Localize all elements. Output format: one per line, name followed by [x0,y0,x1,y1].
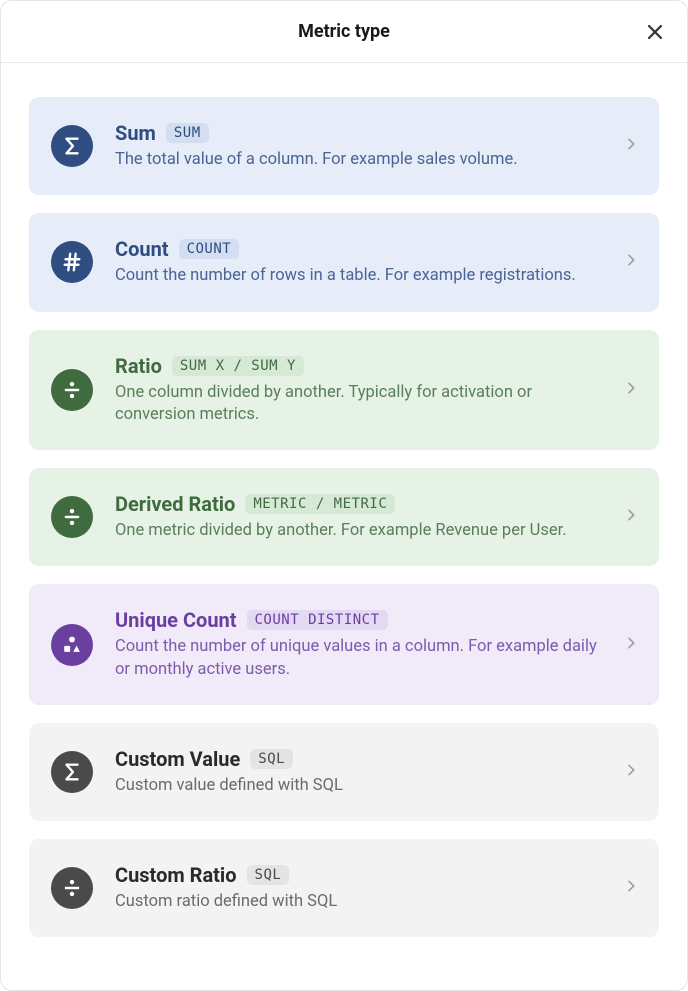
option-title: Sum [115,121,156,145]
option-title: Custom Ratio [115,863,237,887]
chevron-right-icon [623,380,639,400]
shapes-icon [51,624,93,666]
option-badge: COUNT [179,239,240,259]
modal-header: Metric type [1,1,687,63]
option-description: Custom value defined with SQL [115,775,611,797]
divide-icon [51,496,93,538]
options-list: Sum SUM The total value of a column. For e… [1,63,687,965]
chevron-right-icon [623,252,639,272]
option-content: Sum SUM The total value of a column. For e… [115,121,611,171]
metric-option-count[interactable]: Count COUNT Count the number of rows in a … [29,213,659,311]
chevron-right-icon [623,635,639,655]
option-description: One column divided by another. Typically… [115,382,611,427]
close-icon [645,22,665,42]
metric-option-derived-ratio[interactable]: Derived Ratio METRIC / METRIC One metric d… [29,468,659,566]
option-content: Custom Ratio SQL Custom ratio defined with… [115,863,611,913]
option-description: Count the number of rows in a table. For… [115,265,611,287]
option-title: Ratio [115,354,162,378]
modal-title: Metric type [298,21,390,42]
option-description: The total value of a column. For example… [115,149,611,171]
sigma-icon [51,125,93,167]
hash-icon [51,241,93,283]
metric-option-ratio[interactable]: Ratio SUM X / SUM Y One column divided by … [29,330,659,451]
metric-option-unique-count[interactable]: Unique Count COUNT DISTINCT Count the numb… [29,584,659,705]
metric-option-custom-value[interactable]: Custom Value SQL Custom value defined with… [29,723,659,821]
option-description: One metric divided by another. For examp… [115,520,611,542]
option-badge: SQL [247,865,290,885]
divide-icon [51,369,93,411]
metric-option-custom-ratio[interactable]: Custom Ratio SQL Custom ratio defined with… [29,839,659,937]
option-content: Derived Ratio METRIC / METRIC One metric d… [115,492,611,542]
metric-type-modal: Metric type Sum SUM The total value of a c… [0,0,688,991]
option-badge: SQL [250,749,293,769]
metric-option-sum[interactable]: Sum SUM The total value of a column. For e… [29,97,659,195]
option-badge: COUNT DISTINCT [247,610,388,630]
option-badge: METRIC / METRIC [245,494,395,514]
option-description: Count the number of unique values in a c… [115,636,611,681]
close-button[interactable] [641,18,669,46]
chevron-right-icon [623,878,639,898]
option-description: Custom ratio defined with SQL [115,891,611,913]
option-title: Unique Count [115,608,237,632]
option-badge: SUM X / SUM Y [172,356,304,376]
option-content: Ratio SUM X / SUM Y One column divided by … [115,354,611,427]
chevron-right-icon [623,762,639,782]
option-content: Unique Count COUNT DISTINCT Count the numb… [115,608,611,681]
option-badge: SUM [166,123,209,143]
option-title: Custom Value [115,747,240,771]
chevron-right-icon [623,507,639,527]
option-title: Derived Ratio [115,492,235,516]
option-content: Count COUNT Count the number of rows in a … [115,237,611,287]
divide-icon [51,867,93,909]
option-content: Custom Value SQL Custom value defined with… [115,747,611,797]
sigma-icon [51,751,93,793]
option-title: Count [115,237,169,261]
chevron-right-icon [623,136,639,156]
